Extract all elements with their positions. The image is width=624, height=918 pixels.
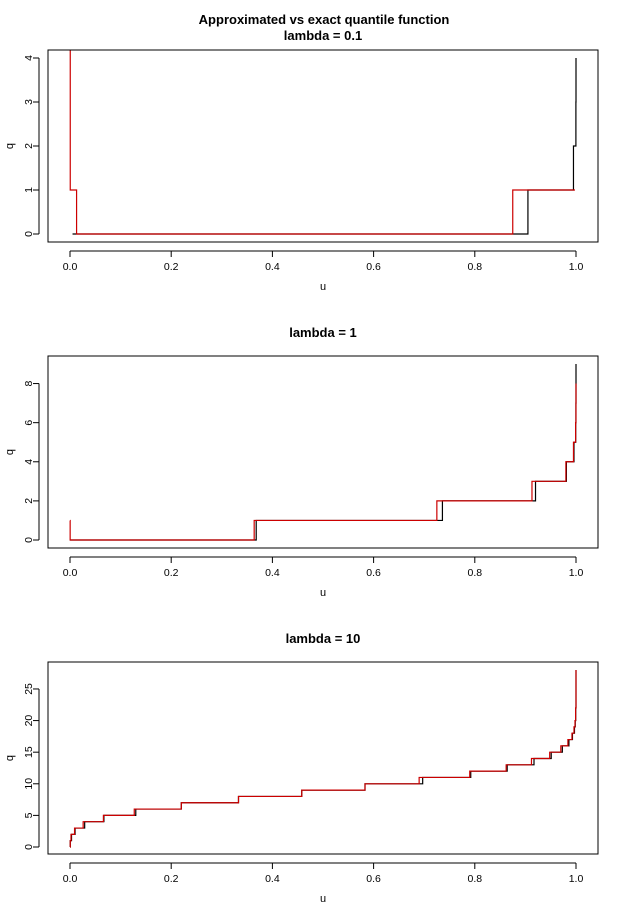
x-tick-label: 0.6 <box>366 567 381 579</box>
x-tick-label: 0.4 <box>265 261 280 273</box>
y-axis-label: q <box>4 449 16 455</box>
series-line-2 <box>69 50 575 235</box>
y-tick-label: 0 <box>23 844 35 850</box>
x-tick-label: 0.8 <box>467 567 482 579</box>
x-tick-label: 0.4 <box>265 567 280 579</box>
figure-main-title: Approximated vs exact quantile function <box>199 12 450 27</box>
y-tick-label: 25 <box>23 683 35 695</box>
x-tick-label: 0.2 <box>164 261 179 273</box>
chart-title: lambda = 1 <box>289 325 357 340</box>
x-tick-label: 0.8 <box>467 261 482 273</box>
x-axis-label: u <box>320 893 326 905</box>
x-tick-label: 0.6 <box>366 873 381 885</box>
x-tick-label: 0.2 <box>164 567 179 579</box>
series-line-1 <box>72 58 577 235</box>
y-tick-label: 8 <box>23 380 35 386</box>
plot-frame <box>47 661 599 855</box>
series-line-2 <box>69 383 577 541</box>
y-tick-label: 0 <box>23 537 35 543</box>
x-tick-label: 0.6 <box>366 261 381 273</box>
y-axis-label: q <box>4 755 16 761</box>
series-line-2 <box>69 670 577 848</box>
x-tick-label: 0.0 <box>63 567 78 579</box>
chart-panel-3: lambda = 10 0.0 0.2 0.4 0.6 0.8 1.0 u 0 5 10 15 20 25… <box>4 631 599 905</box>
x-tick-label: 1.0 <box>569 567 584 579</box>
x-tick-label: 0.0 <box>63 873 78 885</box>
plot-frame <box>47 355 599 549</box>
plot-frame <box>47 49 599 243</box>
y-tick-label: 2 <box>23 143 35 149</box>
y-tick-label: 10 <box>23 778 35 790</box>
y-tick-label: 4 <box>23 459 35 465</box>
y-tick-label: 2 <box>23 498 35 504</box>
chart-panel-1: lambda = 0.1 0.0 0.2 0.4 0.6 0.8 1.0 u 0 1 2 3 4 q <box>4 28 599 293</box>
x-tick-label: 0.0 <box>63 261 78 273</box>
x-axis-label: u <box>320 587 326 599</box>
x-tick-label: 1.0 <box>569 261 584 273</box>
y-tick-label: 0 <box>23 231 35 237</box>
y-tick-label: 4 <box>23 55 35 61</box>
x-tick-label: 0.2 <box>164 873 179 885</box>
x-tick-label: 1.0 <box>569 873 584 885</box>
y-tick-label: 15 <box>23 746 35 758</box>
chart-panel-2: lambda = 1 0.0 0.2 0.4 0.6 0.8 1.0 u 0 2 4 6 8 q <box>4 325 599 599</box>
y-tick-label: 20 <box>23 715 35 727</box>
y-tick-label: 6 <box>23 420 35 426</box>
series-line-1 <box>70 364 577 541</box>
x-axis-label: u <box>320 281 326 293</box>
x-tick-label: 0.8 <box>467 873 482 885</box>
y-tick-label: 5 <box>23 812 35 818</box>
y-tick-label: 1 <box>23 187 35 193</box>
chart-title: lambda = 0.1 <box>284 28 362 43</box>
y-tick-label: 3 <box>23 99 35 105</box>
series-line-1 <box>69 670 577 848</box>
chart-title: lambda = 10 <box>286 631 361 646</box>
x-tick-label: 0.4 <box>265 873 280 885</box>
y-axis-label: q <box>4 143 16 149</box>
